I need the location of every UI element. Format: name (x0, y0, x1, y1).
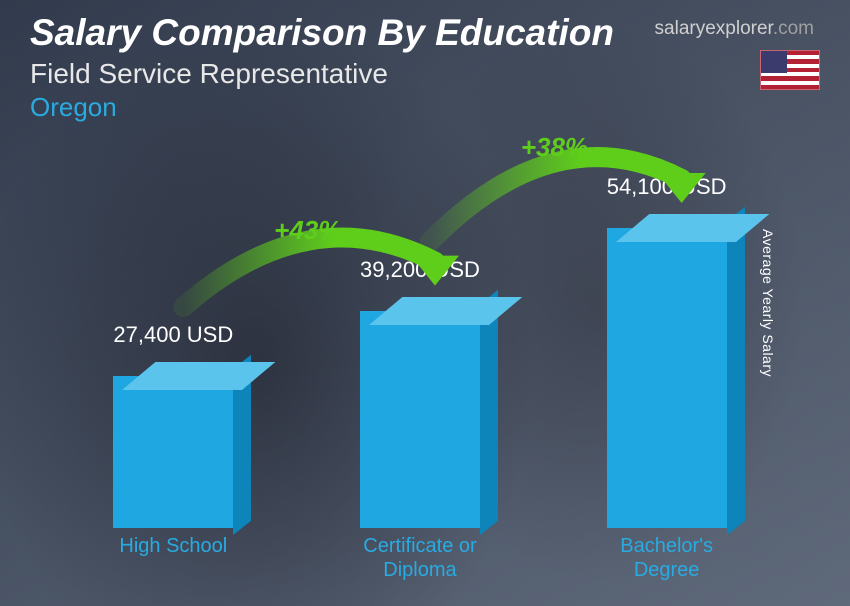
brand-label: salaryexplorer.com (655, 18, 814, 40)
percent-increase-label: +38% (521, 132, 588, 163)
chart-area: 27,400 USD39,200 USD54,100 USD High Scho… (50, 150, 790, 586)
brand-name: salaryexplorer (655, 18, 773, 39)
brand-suffix: .com (773, 18, 814, 39)
page-subtitle: Field Service Representative (30, 58, 820, 90)
location-label: Oregon (30, 92, 820, 123)
flag-icon (760, 50, 820, 90)
increase-arrow-icon (50, 150, 790, 586)
